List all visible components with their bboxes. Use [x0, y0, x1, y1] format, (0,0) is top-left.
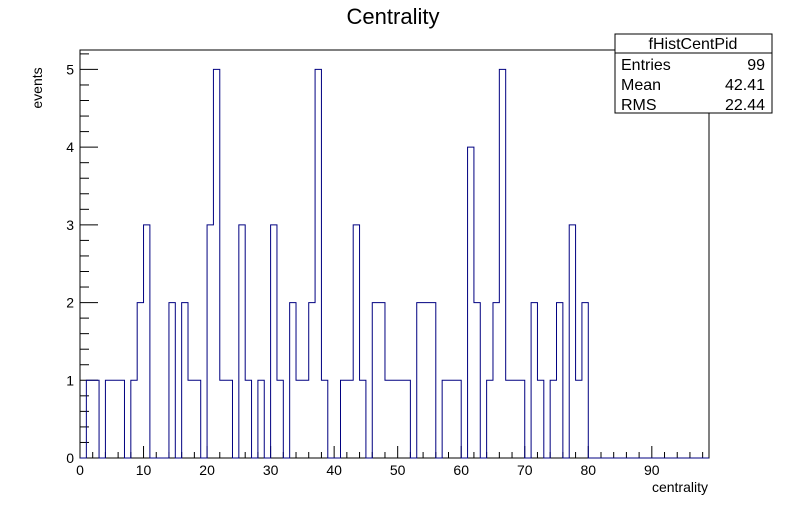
histogram-bin — [576, 380, 582, 458]
histogram-bin — [531, 303, 537, 458]
x-tick-label: 90 — [644, 462, 660, 478]
histogram-bin — [258, 380, 264, 458]
histogram-bin — [499, 69, 505, 458]
histogram-bin — [194, 380, 200, 458]
histogram-bin — [398, 380, 404, 458]
histogram-bin — [112, 380, 118, 458]
histogram-bin — [321, 380, 327, 458]
histogram-bin — [506, 380, 512, 458]
y-axis: 0 1 2 3 4 5 — [66, 53, 98, 466]
histogram-bin — [315, 69, 321, 458]
histogram-bin — [391, 380, 397, 458]
histogram-bin — [309, 303, 315, 458]
histogram-bin — [557, 303, 563, 458]
histogram-bin — [423, 303, 429, 458]
x-tick-label: 70 — [517, 462, 533, 478]
y-tick-label: 5 — [66, 61, 74, 77]
histogram-bin — [550, 380, 556, 458]
histogram-bin — [296, 380, 302, 458]
histogram-bin — [512, 380, 518, 458]
histogram-bin — [105, 380, 111, 458]
histogram-bin — [442, 380, 448, 458]
histogram-bin — [137, 303, 143, 458]
x-tick-label: 0 — [76, 462, 84, 478]
x-axis: 0 10 20 30 40 50 60 70 80 90 — [76, 446, 704, 478]
histogram-bin — [569, 225, 575, 458]
histogram-bin — [518, 380, 524, 458]
histogram-bin — [385, 380, 391, 458]
stats-rms-value: 22.44 — [725, 97, 765, 114]
histogram-bin — [86, 380, 92, 458]
histogram-bin — [474, 303, 480, 458]
histogram-bins — [86, 69, 588, 458]
histogram-bin — [169, 303, 175, 458]
stats-box-name: fHistCentPid — [649, 36, 738, 53]
histogram-bin — [93, 380, 99, 458]
x-tick-label: 80 — [580, 462, 596, 478]
y-tick-label: 2 — [66, 295, 74, 311]
histogram-bin — [537, 380, 543, 458]
histogram-bin — [379, 303, 385, 458]
histogram-bin — [188, 380, 194, 458]
histogram-bin — [271, 225, 277, 458]
histogram-bin — [372, 303, 378, 458]
x-tick-label: 10 — [136, 462, 152, 478]
x-tick-label: 50 — [390, 462, 406, 478]
histogram-bin — [226, 380, 232, 458]
histogram-bin — [487, 380, 493, 458]
histogram-bin — [245, 380, 251, 458]
x-tick-label: 30 — [263, 462, 279, 478]
x-tick-label: 20 — [199, 462, 215, 478]
histogram-bin — [449, 380, 455, 458]
histogram-bin — [213, 69, 219, 458]
histogram-bin — [302, 380, 308, 458]
y-tick-label: 3 — [66, 217, 74, 233]
histogram-bin — [239, 225, 245, 458]
histogram-bin — [277, 380, 283, 458]
histogram-bin — [582, 303, 588, 458]
histogram-bin — [131, 380, 137, 458]
histogram-bin — [118, 380, 124, 458]
histogram-bin — [220, 380, 226, 458]
histogram-bin — [360, 380, 366, 458]
y-tick-label: 0 — [66, 450, 74, 466]
histogram-bin — [429, 303, 435, 458]
stats-mean-value: 42.41 — [725, 77, 765, 94]
stats-box: fHistCentPid Entries 99 Mean 42.41 RMS 2… — [614, 33, 773, 114]
histogram-bin — [417, 303, 423, 458]
y-axis-title: events — [29, 67, 45, 108]
histogram-bin — [340, 380, 346, 458]
x-tick-label: 40 — [326, 462, 342, 478]
histogram-bin — [207, 225, 213, 458]
histogram-bin — [290, 303, 296, 458]
y-tick-label: 4 — [66, 139, 74, 155]
histogram-bin — [182, 303, 188, 458]
histogram-bin — [404, 380, 410, 458]
plot-frame — [79, 49, 710, 459]
stats-mean-label: Mean — [621, 77, 661, 94]
stats-entries-value: 99 — [747, 57, 765, 74]
stats-box-frame — [614, 33, 773, 114]
histogram-bin — [353, 225, 359, 458]
histogram-bin — [347, 380, 353, 458]
y-tick-label: 1 — [66, 372, 74, 388]
stats-rms-label: RMS — [621, 97, 657, 114]
histogram-bin — [468, 147, 474, 458]
histogram-bin — [144, 225, 150, 458]
stats-entries-label: Entries — [621, 57, 671, 74]
histogram-outline — [80, 68, 709, 459]
chart-title: Centrality — [347, 4, 440, 29]
x-axis-title: centrality — [652, 479, 708, 495]
histogram-bin — [455, 380, 461, 458]
x-tick-label: 60 — [453, 462, 469, 478]
histogram-bin — [493, 303, 499, 458]
